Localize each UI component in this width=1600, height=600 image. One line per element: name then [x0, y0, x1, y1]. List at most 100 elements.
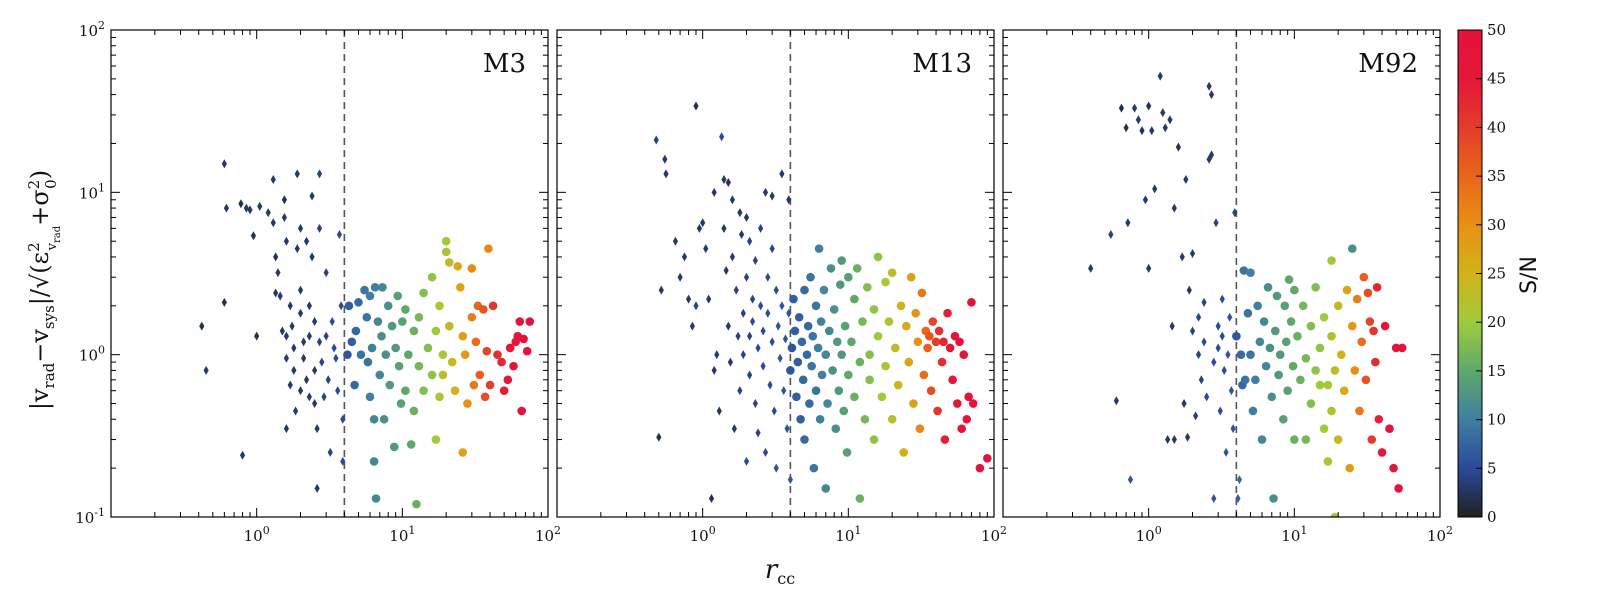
data-point-circle — [369, 457, 379, 466]
data-point-diamond — [765, 272, 771, 282]
data-point-circle — [811, 301, 821, 311]
data-point-circle — [860, 414, 870, 424]
data-point-circle — [869, 305, 879, 314]
data-point-circle — [1243, 308, 1253, 318]
data-point-diamond — [779, 169, 785, 179]
data-point-circle — [796, 414, 805, 424]
data-point-circle — [1232, 331, 1241, 341]
data-point-circle — [396, 399, 406, 408]
data-point-circle — [485, 380, 495, 390]
data-point-circle — [877, 392, 887, 402]
data-point-diamond — [323, 331, 329, 341]
data-point-circle — [881, 277, 890, 287]
data-point-diamond — [316, 337, 323, 347]
data-point-circle — [1330, 512, 1340, 517]
data-point-diamond — [721, 174, 727, 184]
data-point-circle — [792, 392, 801, 402]
data-point-circle — [821, 484, 831, 493]
data-point-circle — [858, 317, 867, 326]
data-point-diamond — [287, 380, 293, 390]
data-point-diamond — [1195, 350, 1202, 360]
data-point-circle — [401, 305, 410, 314]
data-point-circle — [962, 414, 972, 424]
data-point-diamond — [1088, 263, 1094, 273]
data-point-circle — [805, 399, 814, 408]
data-point-circle — [819, 285, 829, 295]
data-point-circle — [847, 337, 856, 347]
data-point-circle — [1319, 424, 1329, 433]
data-point-circle — [850, 392, 859, 402]
data-point-diamond — [283, 353, 290, 363]
data-point-circle — [869, 435, 879, 444]
data-point-circle — [419, 288, 428, 298]
data-point-circle — [887, 414, 897, 424]
data-point-circle — [1374, 414, 1384, 424]
data-point-circle — [1280, 301, 1290, 311]
data-point-circle — [828, 366, 837, 375]
data-point-circle — [387, 321, 397, 331]
plot-frame — [556, 29, 995, 518]
data-point-diamond — [1235, 494, 1241, 504]
data-point-circle — [444, 321, 454, 331]
data-point-circle — [852, 264, 862, 273]
data-point-circle — [1251, 375, 1260, 385]
data-point-diamond — [693, 101, 699, 111]
data-point-diamond — [662, 154, 668, 164]
panel-m13: 100 101 102 M13 — [556, 29, 1007, 545]
data-point-circle — [844, 370, 853, 380]
data-point-diamond — [1118, 103, 1125, 113]
data-point-diamond — [270, 218, 276, 228]
data-point-diamond — [1113, 396, 1119, 406]
data-point-circle — [789, 294, 798, 304]
data-point-diamond — [700, 218, 706, 228]
data-point-diamond — [1215, 321, 1221, 331]
data-point-circle — [354, 298, 363, 307]
data-point-diamond — [292, 406, 299, 416]
data-point-circle — [363, 357, 373, 367]
data-point-diamond — [1219, 331, 1225, 341]
data-point-circle — [519, 334, 528, 344]
data-point-diamond — [1169, 321, 1175, 331]
data-point-diamond — [716, 406, 722, 416]
data-point-circle — [863, 283, 872, 292]
data-point-diamond — [270, 174, 276, 184]
data-point-circle — [821, 350, 831, 359]
data-point-circle — [881, 361, 890, 371]
data-point-diamond — [689, 321, 695, 331]
data-point-diamond — [1236, 475, 1243, 485]
data-point-diamond — [719, 132, 725, 142]
data-point-circle — [1311, 366, 1320, 375]
data-point-circle — [837, 350, 846, 359]
data-point-diamond — [1223, 447, 1229, 457]
data-point-circle — [509, 361, 518, 371]
data-point-circle — [915, 424, 925, 433]
data-point-diamond — [297, 223, 304, 233]
data-point-diamond — [279, 326, 285, 336]
data-point-circle — [406, 440, 416, 449]
data-point-circle — [365, 392, 375, 402]
data-point-circle — [798, 375, 808, 385]
data-point-circle — [840, 321, 850, 331]
data-point-circle — [967, 298, 976, 307]
data-point-circle — [953, 399, 962, 408]
data-point-circle — [409, 406, 419, 416]
data-point-diamond — [1201, 297, 1207, 307]
data-point-diamond — [336, 229, 343, 239]
data-point-circle — [1380, 321, 1390, 331]
data-point-diamond — [721, 223, 727, 233]
data-point-diamond — [275, 268, 281, 278]
data-point-circle — [515, 317, 525, 326]
data-point-circle — [1333, 435, 1343, 444]
colorbar-label: S/N — [1517, 256, 1542, 294]
data-point-circle — [823, 399, 832, 408]
data-point-diamond — [781, 386, 787, 396]
data-point-diamond — [294, 244, 300, 254]
data-point-circle — [1290, 285, 1299, 295]
data-point-diamond — [773, 285, 779, 295]
data-point-diamond — [771, 406, 777, 416]
data-point-diamond — [239, 450, 246, 460]
data-point-diamond — [312, 317, 318, 327]
data-point-circle — [959, 350, 969, 359]
data-point-circle — [1365, 317, 1375, 326]
